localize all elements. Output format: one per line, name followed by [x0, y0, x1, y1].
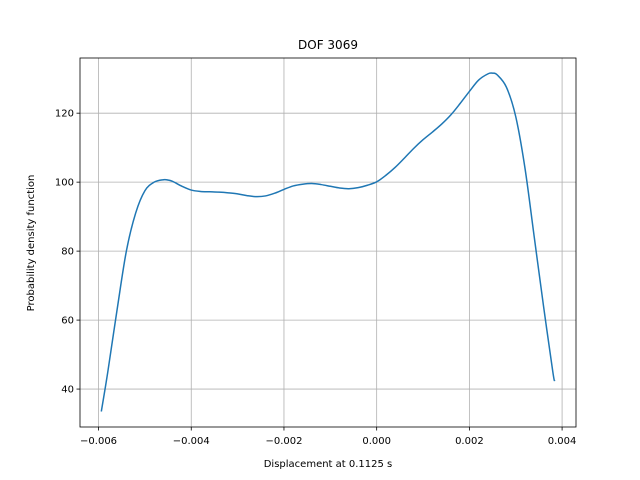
- y-axis-label: Probability density function: [26, 175, 37, 312]
- grid-lines: [80, 58, 576, 427]
- x-tick-label: 0.004: [548, 436, 577, 447]
- y-tick-label: 120: [55, 109, 74, 120]
- x-axis-label: Displacement at 0.1125 s: [264, 459, 393, 470]
- y-axis-ticks: 40 60 80 100 120: [55, 109, 80, 396]
- plot-frame: [79, 57, 577, 428]
- x-axis-ticks: −0.006 −0.004 −0.002 0.000 0.002 0.004: [80, 427, 576, 447]
- y-tick-label: 100: [55, 178, 74, 189]
- x-tick-label: −0.002: [265, 436, 302, 447]
- y-tick-label: 40: [61, 385, 74, 396]
- x-tick-label: −0.004: [173, 436, 210, 447]
- series-line: [100, 72, 556, 412]
- x-tick-label: −0.006: [80, 436, 117, 447]
- y-tick-label: 60: [61, 316, 74, 327]
- x-tick-label: 0.000: [362, 436, 391, 447]
- y-tick-label: 80: [61, 247, 74, 258]
- chart-title: DOF 3069: [298, 38, 358, 52]
- x-tick-label: 0.002: [455, 436, 484, 447]
